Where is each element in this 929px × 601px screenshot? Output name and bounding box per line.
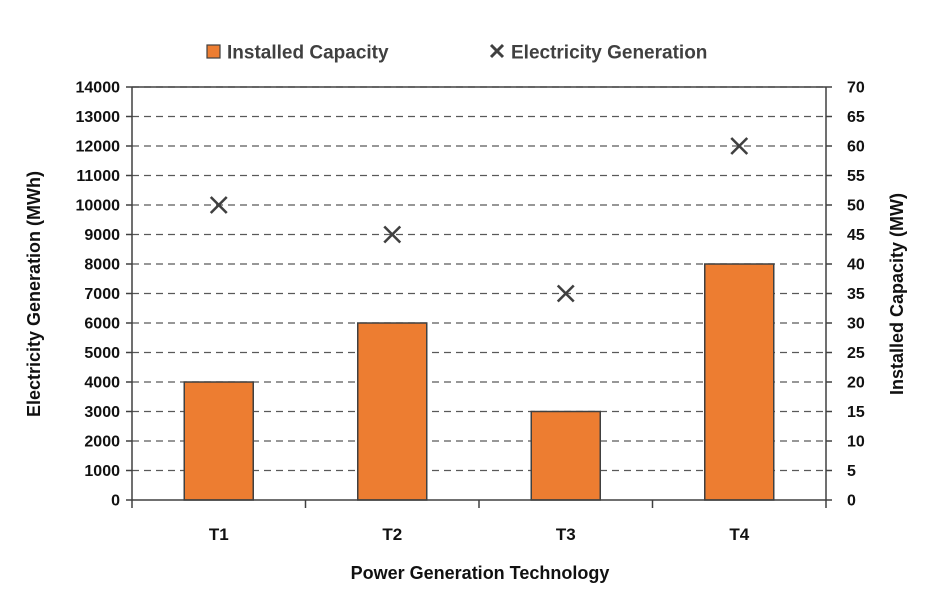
right-tick-label: 25 [847,345,865,362]
left-tick-label: 1000 [84,463,120,480]
right-tick-label: 5 [847,463,856,480]
right-tick-label: 20 [847,375,865,392]
x-tick-label-t2: T2 [382,525,402,544]
axes [126,86,832,508]
left-tick-labels: 0 1000 2000 3000 4000 5000 6000 7000 8000 9000 100… [76,80,121,510]
marker-t1 [209,196,228,214]
left-tick-label: 6000 [84,316,120,333]
right-tick-label: 40 [847,257,865,274]
right-tick-label: 15 [847,404,865,421]
left-tick-label: 2000 [84,434,120,451]
legend-swatch-installed-capacity [206,44,221,59]
bar-t3 [530,410,601,501]
right-tick-label: 55 [847,168,865,185]
marker-t2 [383,225,402,244]
right-tick-label: 60 [847,139,865,156]
generation-markers [209,137,749,303]
right-tick-label: 30 [847,316,865,333]
left-tick-label: 11000 [76,168,120,185]
left-tick-label: 12000 [76,139,121,156]
left-axis-title: Electricity Generation (MWh) [24,171,44,417]
marker-t4 [730,137,749,155]
right-tick-label: 65 [847,109,865,126]
left-tick-label: 13000 [76,109,121,126]
right-tick-label: 50 [847,198,865,215]
right-tick-labels: 0 5 10 15 20 25 30 35 40 45 50 55 60 65 70 [847,80,865,510]
left-tick-label: 0 [111,493,120,510]
left-tick-label: 9000 [84,227,120,244]
x-tick-label-t3: T3 [556,525,576,544]
bar-t2 [357,322,428,501]
left-tick-label: 7000 [84,286,120,303]
legend-marker-electricity-generation [489,43,505,59]
left-tick-label: 8000 [84,257,120,274]
right-tick-label: 45 [847,227,865,244]
right-axis-title: Installed Capacity (MW) [887,193,907,395]
bar-t4 [704,263,775,501]
bars [183,263,775,501]
left-tick-label: 10000 [76,198,121,215]
legend: Installed Capacity Electricity Generatio… [206,43,707,64]
right-tick-label: 70 [847,80,865,97]
x-axis-title: Power Generation Technology [351,563,610,583]
legend-label-installed-capacity: Installed Capacity [227,43,389,64]
x-tick-label-t4: T4 [729,525,749,544]
right-tick-label: 10 [847,434,865,451]
right-tick-label: 0 [847,493,856,510]
left-tick-label: 5000 [84,345,120,362]
x-tick-label-t1: T1 [209,525,229,544]
legend-label-electricity-generation: Electricity Generation [511,43,707,64]
right-tick-label: 35 [847,286,865,303]
bar-t1 [183,381,254,501]
left-tick-label: 3000 [84,404,120,421]
marker-t3 [556,284,575,303]
x-tick-labels: T1 T2 T3 T4 [209,525,750,544]
left-tick-label: 14000 [76,80,121,97]
left-tick-label: 4000 [84,375,120,392]
